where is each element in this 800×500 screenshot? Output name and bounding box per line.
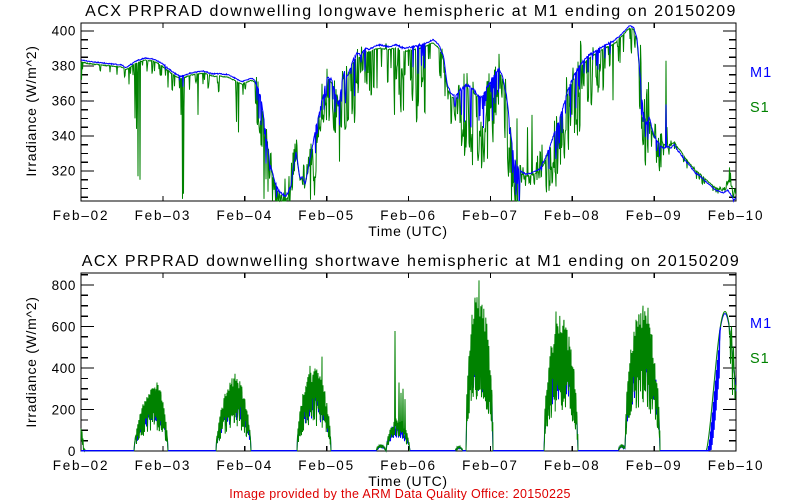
svg-text:Feb–03: Feb–03 — [135, 458, 192, 473]
svg-text:800: 800 — [52, 278, 76, 293]
svg-text:Feb–08: Feb–08 — [544, 458, 601, 473]
svg-text:320: 320 — [52, 164, 76, 179]
svg-text:380: 380 — [52, 59, 76, 74]
svg-text:0: 0 — [68, 444, 76, 459]
svg-text:Feb–07: Feb–07 — [462, 208, 519, 223]
svg-text:Feb–04: Feb–04 — [217, 458, 274, 473]
svg-text:400: 400 — [52, 24, 76, 39]
svg-text:Feb–08: Feb–08 — [544, 208, 601, 223]
svg-text:Feb–09: Feb–09 — [626, 208, 683, 223]
svg-text:S1: S1 — [750, 100, 770, 116]
svg-text:Feb–02: Feb–02 — [53, 458, 110, 473]
svg-text:Feb–02: Feb–02 — [53, 208, 110, 223]
svg-text:S1: S1 — [750, 351, 770, 367]
svg-text:Feb–05: Feb–05 — [298, 208, 355, 223]
svg-text:Feb–03: Feb–03 — [135, 208, 192, 223]
svg-text:Irradiance (W/m^2): Irradiance (W/m^2) — [23, 296, 39, 427]
svg-text:600: 600 — [52, 319, 76, 334]
svg-text:Feb–04: Feb–04 — [217, 208, 274, 223]
svg-text:Feb–09: Feb–09 — [626, 458, 683, 473]
svg-text:Feb–06: Feb–06 — [380, 458, 437, 473]
svg-text:200: 200 — [52, 402, 76, 417]
svg-text:Image provided by the ARM Data: Image provided by the ARM Data Quality O… — [229, 487, 570, 500]
svg-text:Feb–05: Feb–05 — [298, 458, 355, 473]
svg-text:M1: M1 — [750, 65, 772, 81]
svg-text:400: 400 — [52, 361, 76, 376]
svg-text:Feb–10: Feb–10 — [708, 458, 765, 473]
svg-text:Feb–06: Feb–06 — [380, 208, 437, 223]
svg-text:Feb–07: Feb–07 — [462, 458, 519, 473]
svg-text:Irradiance (W/m^2): Irradiance (W/m^2) — [23, 45, 39, 176]
svg-text:Time (UTC): Time (UTC) — [368, 473, 448, 489]
svg-text:340: 340 — [52, 129, 76, 144]
svg-text:M1: M1 — [750, 316, 772, 332]
svg-text:ACX PRPRAD downwelling longwav: ACX PRPRAD downwelling longwave hemisphe… — [85, 3, 737, 20]
svg-text:Time (UTC): Time (UTC) — [368, 223, 448, 239]
svg-text:ACX PRPRAD downwelling shortwa: ACX PRPRAD downwelling shortwave hemisph… — [82, 253, 741, 270]
svg-text:Feb–10: Feb–10 — [708, 208, 765, 223]
svg-text:360: 360 — [52, 94, 76, 109]
